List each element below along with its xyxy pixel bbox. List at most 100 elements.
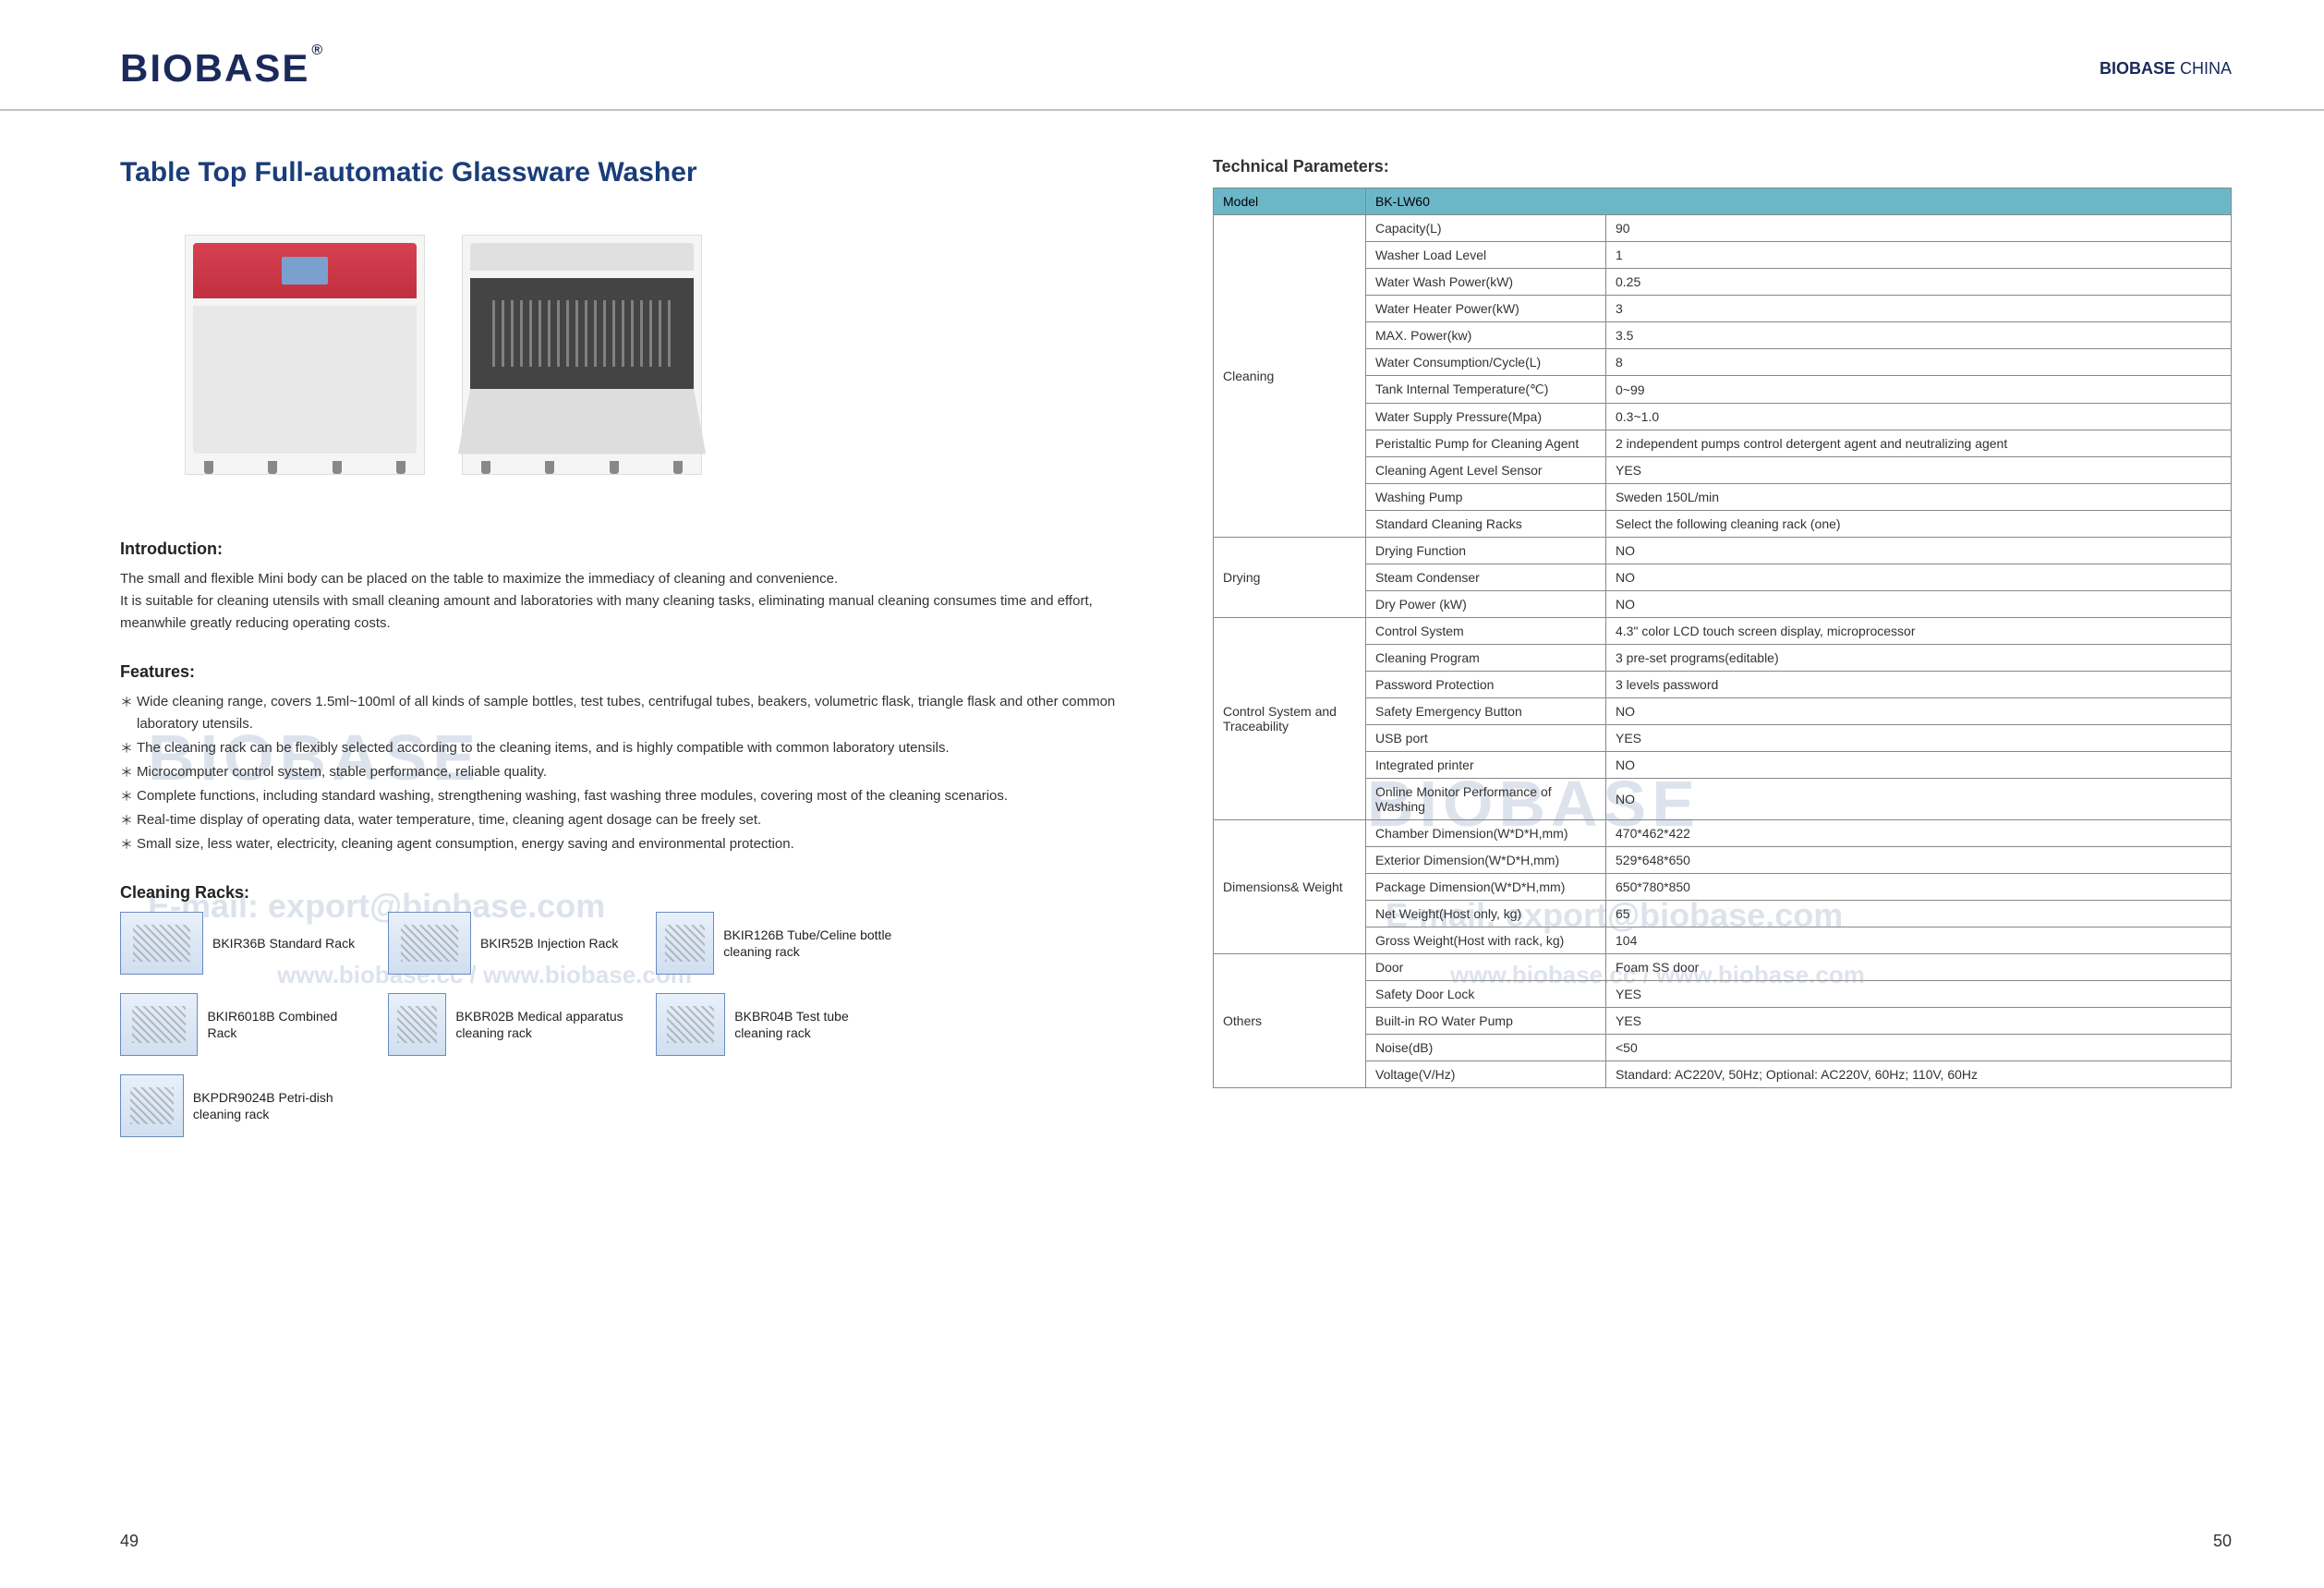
param-name-cell: Capacity(L) [1366,215,1606,242]
introduction-section: Introduction: The small and flexible Min… [120,539,1139,635]
param-value-cell: NO [1606,591,2232,618]
param-value-cell: 4.3" color LCD touch screen display, mic… [1606,618,2232,645]
param-name-cell: Online Monitor Performance of Washing [1366,779,1606,820]
th-model-value: BK-LW60 [1366,188,2232,215]
table-row: Cleaning Agent Level SensorYES [1214,457,2232,484]
param-value-cell: YES [1606,1008,2232,1035]
param-name-cell: Safety Emergency Button [1366,698,1606,725]
table-row: Standard Cleaning RacksSelect the follow… [1214,511,2232,538]
param-value-cell: Foam SS door [1606,954,2232,981]
param-value-cell: NO [1606,698,2232,725]
page-number-right: 50 [2213,1532,2232,1551]
param-value-cell: 65 [1606,901,2232,927]
table-row: Peristaltic Pump for Cleaning Agent2 ind… [1214,430,2232,457]
table-row: USB portYES [1214,725,2232,752]
category-cell: Dimensions& Weight [1214,820,1366,954]
param-value-cell: 0.25 [1606,269,2232,296]
table-row: Water Heater Power(kW)3 [1214,296,2232,322]
table-row: Net Weight(Host only, kg)65 [1214,901,2232,927]
introduction-heading: Introduction: [120,539,1139,559]
param-name-cell: Control System [1366,618,1606,645]
param-name-cell: Water Wash Power(kW) [1366,269,1606,296]
param-name-cell: Water Consumption/Cycle(L) [1366,349,1606,376]
rack-image [388,912,471,975]
rack-label: BKBR02B Medical apparatus cleaning rack [455,1008,628,1041]
param-value-cell: YES [1606,981,2232,1008]
param-value-cell: NO [1606,564,2232,591]
table-row: Online Monitor Performance of WashingNO [1214,779,2232,820]
table-row: Gross Weight(Host with rack, kg)104 [1214,927,2232,954]
technical-parameters-table: Model BK-LW60 CleaningCapacity(L)90Washe… [1213,188,2232,1088]
param-value-cell: 90 [1606,215,2232,242]
param-value-cell: 8 [1606,349,2232,376]
category-cell: Control System and Traceability [1214,618,1366,820]
rack-label: BKIR126B Tube/Celine bottle cleaning rac… [723,927,896,960]
registered-icon: ® [311,42,324,58]
table-row: Safety Emergency ButtonNO [1214,698,2232,725]
page-number-left: 49 [120,1532,139,1551]
page-header: BIOBASE® BIOBASE CHINA [0,0,2324,111]
features-section: Features: Wide cleaning range, covers 1.… [120,662,1139,855]
table-row: Integrated printerNO [1214,752,2232,779]
product-image-closed [185,235,425,475]
rack-bkbr02b: BKBR02B Medical apparatus cleaning rack [388,993,628,1056]
table-row: Water Wash Power(kW)0.25 [1214,269,2232,296]
param-value-cell: 0.3~1.0 [1606,404,2232,430]
rack-label: BKBR04B Test tube cleaning rack [734,1008,896,1041]
param-value-cell: 650*780*850 [1606,874,2232,901]
param-name-cell: Peristaltic Pump for Cleaning Agent [1366,430,1606,457]
table-header-row: Model BK-LW60 [1214,188,2232,215]
param-name-cell: Standard Cleaning Racks [1366,511,1606,538]
table-row: Voltage(V/Hz)Standard: AC220V, 50Hz; Opt… [1214,1061,2232,1088]
table-row: Water Supply Pressure(Mpa)0.3~1.0 [1214,404,2232,430]
param-name-cell: Tank Internal Temperature(℃) [1366,376,1606,404]
param-name-cell: Chamber Dimension(W*D*H,mm) [1366,820,1606,847]
table-row: Control System and TraceabilityControl S… [1214,618,2232,645]
param-name-cell: Dry Power (kW) [1366,591,1606,618]
rack-image [656,993,725,1056]
param-name-cell: Package Dimension(W*D*H,mm) [1366,874,1606,901]
param-name-cell: Drying Function [1366,538,1606,564]
rack-bkir6018b: BKIR6018B Combined Rack [120,993,360,1056]
brand-right-rest: CHINA [2175,59,2232,78]
table-row: Password Protection3 levels password [1214,672,2232,698]
intro-line: It is suitable for cleaning utensils wit… [120,590,1139,635]
table-row: Water Consumption/Cycle(L)8 [1214,349,2232,376]
param-name-cell: Washer Load Level [1366,242,1606,269]
table-row: Dry Power (kW)NO [1214,591,2232,618]
features-heading: Features: [120,662,1139,682]
table-row: Dimensions& WeightChamber Dimension(W*D*… [1214,820,2232,847]
table-row: Exterior Dimension(W*D*H,mm)529*648*650 [1214,847,2232,874]
table-row: DryingDrying FunctionNO [1214,538,2232,564]
rack-bkir126b: BKIR126B Tube/Celine bottle cleaning rac… [656,912,896,975]
param-name-cell: Net Weight(Host only, kg) [1366,901,1606,927]
brand-right: BIOBASE CHINA [2100,59,2232,79]
rack-bkpdr9024b: BKPDR9024B Petri-dish cleaning rack [120,1074,360,1137]
rack-image [120,912,203,975]
brand-logo: BIOBASE® [120,46,322,91]
table-row: CleaningCapacity(L)90 [1214,215,2232,242]
feature-item: Real-time display of operating data, wat… [120,809,1139,831]
table-row: Built-in RO Water PumpYES [1214,1008,2232,1035]
param-value-cell: 470*462*422 [1606,820,2232,847]
param-name-cell: Exterior Dimension(W*D*H,mm) [1366,847,1606,874]
table-row: Steam CondenserNO [1214,564,2232,591]
table-row: Washer Load Level1 [1214,242,2232,269]
param-value-cell: Standard: AC220V, 50Hz; Optional: AC220V… [1606,1061,2232,1088]
feature-item: Microcomputer control system, stable per… [120,761,1139,783]
feature-item: Complete functions, including standard w… [120,785,1139,807]
param-value-cell: 2 independent pumps control detergent ag… [1606,430,2232,457]
param-value-cell: YES [1606,725,2232,752]
param-value-cell: Select the following cleaning rack (one) [1606,511,2232,538]
param-value-cell: 1 [1606,242,2232,269]
param-name-cell: Steam Condenser [1366,564,1606,591]
rack-label: BKIR52B Injection Rack [480,935,618,952]
rack-bkbr04b: BKBR04B Test tube cleaning rack [656,993,896,1056]
category-cell: Others [1214,954,1366,1088]
rack-image [120,993,198,1056]
param-name-cell: Cleaning Agent Level Sensor [1366,457,1606,484]
table-row: Cleaning Program3 pre-set programs(edita… [1214,645,2232,672]
table-row: Tank Internal Temperature(℃)0~99 [1214,376,2232,404]
param-value-cell: 3 levels password [1606,672,2232,698]
cleaning-racks-section: Cleaning Racks: BKIR36B Standard RackBKI… [120,883,1139,1137]
